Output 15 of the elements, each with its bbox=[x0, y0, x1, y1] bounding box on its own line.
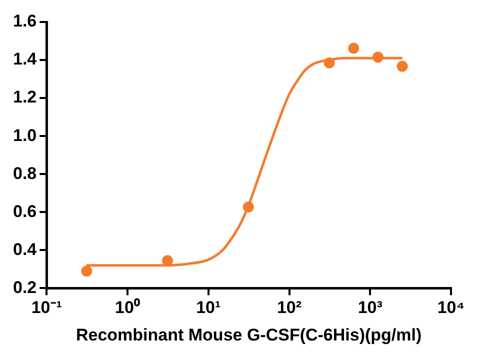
y-tick-label: 0.6 bbox=[12, 202, 37, 221]
x-tick-label: 10⁰ bbox=[115, 298, 140, 318]
y-tick-label: 0.4 bbox=[12, 240, 38, 259]
x-tick-label: 10² bbox=[276, 298, 302, 318]
y-tick-label: 1.6 bbox=[12, 12, 37, 31]
x-tick-label: 10³ bbox=[358, 298, 383, 318]
y-tick-label: 1.2 bbox=[12, 88, 37, 107]
x-tick-label: 10⁴ bbox=[437, 298, 465, 318]
y-tick-label: 0.8 bbox=[12, 164, 37, 183]
y-tick-label: 0.2 bbox=[12, 278, 37, 297]
x-tick-label: 10¹ bbox=[196, 298, 221, 318]
y-tick-label: 1.0 bbox=[12, 126, 37, 145]
x-axis-title: Recombinant Mouse G-CSF(C-6His)(pg/ml) bbox=[76, 325, 422, 344]
y-tick-label: 1.4 bbox=[12, 50, 38, 69]
x-tick-label: 10⁻¹ bbox=[31, 298, 62, 318]
